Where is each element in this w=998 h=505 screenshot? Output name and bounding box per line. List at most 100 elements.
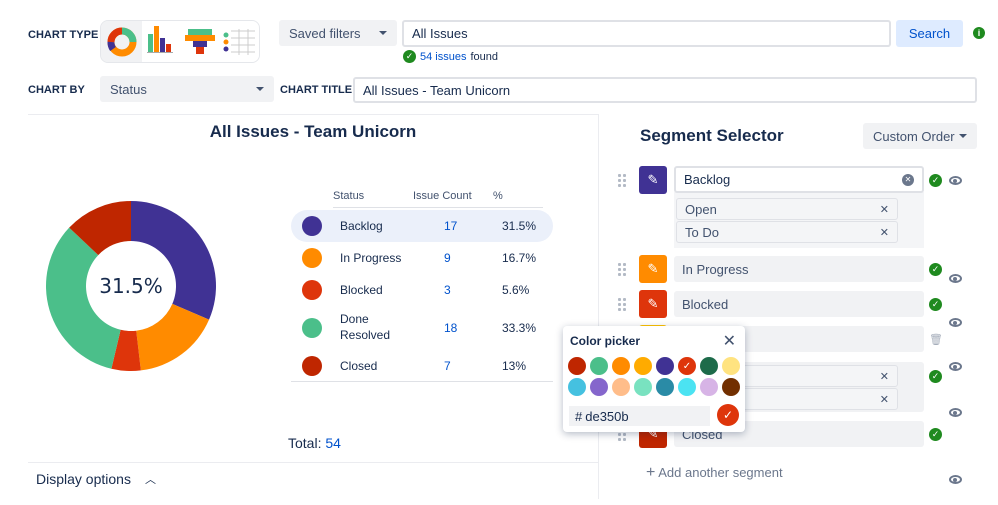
color-swatch-button[interactable]: ✎ xyxy=(639,255,667,283)
display-options-toggle[interactable]: Display options ︿ xyxy=(36,471,156,487)
issue-count[interactable]: 18 xyxy=(444,321,458,335)
remove-icon[interactable]: ✕ xyxy=(879,226,889,239)
search-button[interactable]: Search xyxy=(896,20,963,47)
eye-icon[interactable] xyxy=(949,176,962,185)
clear-icon[interactable]: ✕ xyxy=(902,173,914,186)
issue-count[interactable]: 17 xyxy=(444,219,458,233)
saved-filters-dropdown[interactable]: Saved filters xyxy=(279,20,397,46)
issue-count[interactable]: 9 xyxy=(444,251,451,265)
chart-title: All Issues - Team Unicorn xyxy=(209,122,417,141)
segment-input[interactable]: In Progress xyxy=(674,256,924,282)
issues-count-link[interactable]: 54 issues xyxy=(420,50,467,63)
status-name: Blocked xyxy=(340,283,383,297)
eye-icon[interactable] xyxy=(949,274,962,283)
chart-type-funnel[interactable] xyxy=(180,21,220,62)
order-dropdown[interactable]: Custom Order xyxy=(863,123,977,149)
confirm-color-button[interactable]: ✓ xyxy=(717,404,739,426)
legend-row[interactable]: Done Resolved 18 33.3% xyxy=(291,306,553,350)
color-swatch-button[interactable]: ✎ xyxy=(639,290,667,318)
chart-by-dropdown[interactable]: Status xyxy=(100,76,274,102)
legend-row[interactable]: Blocked 3 5.6% xyxy=(291,274,553,306)
color-option[interactable] xyxy=(568,357,586,375)
chart-title-label: CHART TITLE xyxy=(280,84,353,96)
chart-title-input[interactable]: All Issues - Team Unicorn xyxy=(353,77,977,103)
issue-count[interactable]: 7 xyxy=(444,358,451,373)
color-option[interactable] xyxy=(568,378,586,396)
saved-filters-label: Saved filters xyxy=(289,25,361,41)
query-input[interactable]: All Issues xyxy=(402,20,891,47)
color-option[interactable] xyxy=(700,357,718,375)
chart-type-table[interactable] xyxy=(219,21,259,62)
eye-icon[interactable] xyxy=(949,362,962,371)
hex-value: de350b xyxy=(585,408,629,424)
chart-by-value: Status xyxy=(110,81,147,97)
order-value: Custom Order xyxy=(873,128,955,144)
found-text: found xyxy=(470,50,499,63)
status-color-dot xyxy=(302,248,322,268)
segment-label: In Progress xyxy=(682,261,749,277)
total-value: 54 xyxy=(325,435,341,451)
color-option[interactable] xyxy=(722,378,740,396)
donut-slice-backlog[interactable] xyxy=(131,201,216,320)
segment-input[interactable]: Backlog ✕ xyxy=(674,166,924,193)
column-header: Status xyxy=(333,189,365,202)
status-name: Done Resolved xyxy=(340,312,391,342)
issue-percent: 13% xyxy=(502,358,527,373)
color-option[interactable] xyxy=(700,378,718,396)
segment-label: Backlog xyxy=(684,172,731,187)
donut-slice-closed[interactable] xyxy=(69,201,131,256)
trash-icon[interactable]: 🗑 xyxy=(929,334,943,346)
query-value: All Issues xyxy=(412,26,468,41)
chart-type-selector xyxy=(100,20,260,63)
segment-input[interactable]: Blocked xyxy=(674,291,924,317)
drag-handle[interactable] xyxy=(617,173,627,187)
color-option[interactable] xyxy=(612,378,630,396)
drag-handle[interactable] xyxy=(617,262,627,276)
donut-chart xyxy=(45,201,216,371)
color-option[interactable] xyxy=(678,378,696,396)
chip-label: To Do xyxy=(685,224,719,240)
chart-type-donut[interactable] xyxy=(101,21,143,62)
drag-handle[interactable] xyxy=(617,427,627,441)
status-color-dot xyxy=(302,216,322,236)
legend-row[interactable]: In Progress 9 16.7% xyxy=(291,242,553,274)
eye-icon[interactable] xyxy=(949,408,962,417)
divider xyxy=(28,114,598,115)
issue-percent: 33.3% xyxy=(502,321,537,335)
donut-slice-in-progress[interactable] xyxy=(136,303,210,371)
segment-value-chip: Open ✕ xyxy=(676,198,898,220)
column-header: Issue Count xyxy=(413,189,472,202)
color-option[interactable] xyxy=(590,378,608,396)
issue-count[interactable]: 3 xyxy=(444,283,451,297)
info-icon[interactable]: i xyxy=(973,27,985,39)
chart-type-label: CHART TYPE xyxy=(28,29,99,41)
color-swatch-button[interactable]: ✎ xyxy=(639,166,667,194)
remove-icon[interactable]: ✕ xyxy=(879,393,889,406)
eyedropper-icon: ✎ xyxy=(647,426,659,441)
remove-icon[interactable]: ✕ xyxy=(879,203,889,216)
color-option[interactable] xyxy=(612,357,630,375)
close-icon[interactable]: ✕ xyxy=(722,333,736,350)
eye-icon[interactable] xyxy=(949,318,962,327)
chart-type-bar[interactable] xyxy=(142,21,180,62)
color-option[interactable] xyxy=(656,378,674,396)
donut-slice-blocked[interactable] xyxy=(111,329,141,371)
donut-slice-done-resolved[interactable] xyxy=(45,227,121,369)
chart-title-value: All Issues - Team Unicorn xyxy=(363,82,511,98)
add-segment-button[interactable]: + Add another segment xyxy=(646,464,783,482)
color-option[interactable] xyxy=(634,378,652,396)
drag-handle[interactable] xyxy=(617,297,627,311)
color-option[interactable] xyxy=(634,357,652,375)
hex-input[interactable]: # de350b xyxy=(569,406,710,426)
legend-row[interactable]: Closed 7 13% xyxy=(291,350,553,382)
color-option[interactable] xyxy=(590,357,608,375)
eye-icon[interactable] xyxy=(949,475,962,484)
bar-chart-icon xyxy=(147,26,174,53)
color-option[interactable] xyxy=(656,357,674,375)
status-name: Closed xyxy=(340,358,378,373)
color-option[interactable]: ✓ xyxy=(678,357,696,375)
color-option[interactable] xyxy=(722,357,740,375)
remove-icon[interactable]: ✕ xyxy=(879,370,889,383)
check-circle-icon: ✓ xyxy=(403,50,416,63)
legend-row[interactable]: Backlog 17 31.5% xyxy=(291,210,553,242)
